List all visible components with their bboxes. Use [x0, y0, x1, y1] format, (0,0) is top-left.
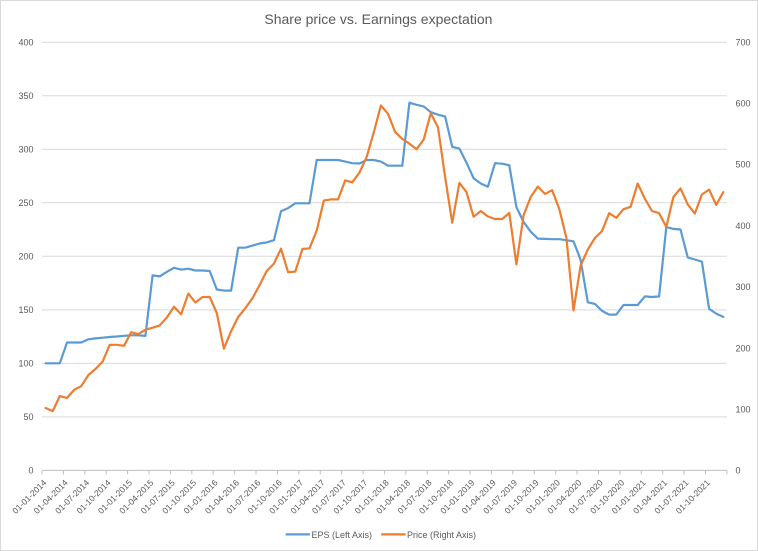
svg-text:50: 50	[23, 412, 33, 422]
svg-text:Share price vs. Earnings expec: Share price vs. Earnings expectation	[264, 11, 492, 27]
svg-text:400: 400	[736, 221, 751, 231]
svg-text:200: 200	[736, 343, 751, 353]
svg-text:0: 0	[28, 466, 33, 476]
svg-text:150: 150	[18, 305, 33, 315]
svg-text:700: 700	[736, 37, 751, 47]
svg-text:350: 350	[18, 91, 33, 101]
svg-text:250: 250	[18, 198, 33, 208]
svg-text:500: 500	[736, 160, 751, 170]
svg-text:400: 400	[18, 37, 33, 47]
svg-text:300: 300	[736, 282, 751, 292]
svg-text:600: 600	[736, 99, 751, 109]
svg-text:EPS (Left Axis): EPS (Left Axis)	[312, 530, 373, 540]
svg-text:0: 0	[736, 466, 741, 476]
svg-text:300: 300	[18, 144, 33, 154]
svg-text:Price (Right Axis): Price (Right Axis)	[407, 530, 476, 540]
svg-text:200: 200	[18, 252, 33, 262]
svg-text:100: 100	[736, 404, 751, 414]
svg-text:100: 100	[18, 359, 33, 369]
